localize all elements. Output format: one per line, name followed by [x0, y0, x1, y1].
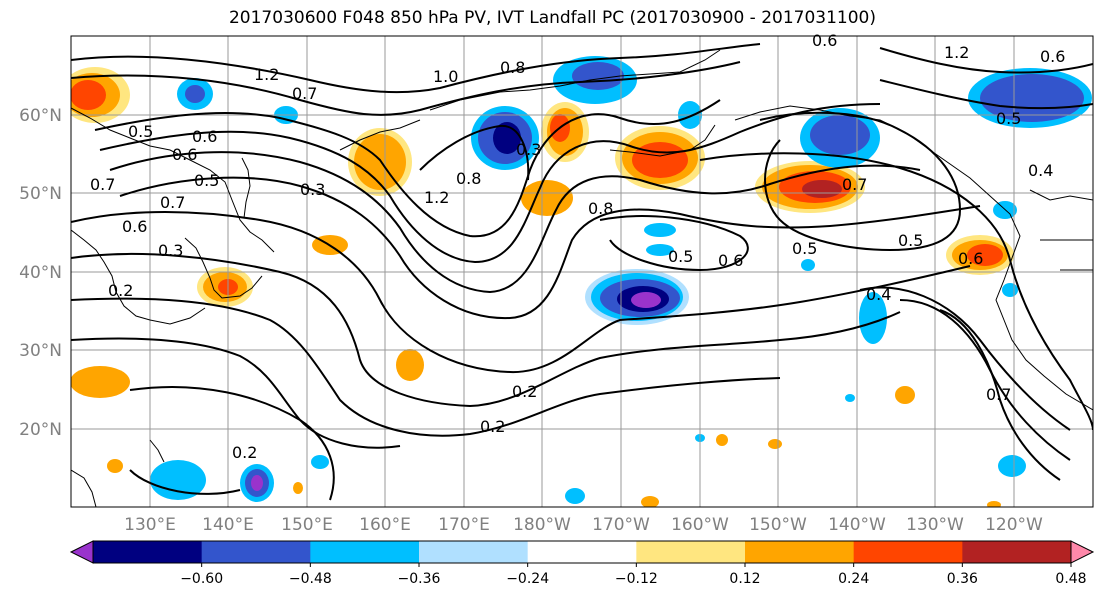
lon-label: 160°W	[671, 515, 729, 535]
colorbar-segments	[69, 540, 1095, 564]
colorbar-segment	[93, 541, 203, 563]
lon-label: 150°E	[281, 515, 333, 535]
lon-label: 130°W	[906, 515, 964, 535]
contour-label: 0.4	[866, 285, 891, 304]
lat-label: 60°N	[19, 106, 62, 126]
map-frame	[70, 35, 1094, 508]
negative-anomaly-blob	[150, 201, 1026, 504]
contour-label: 0.7	[160, 193, 185, 212]
contour-label: 0.5	[128, 122, 153, 141]
contour-label: 0.2	[512, 382, 537, 401]
lat-label: 50°N	[19, 184, 62, 204]
colorbar-tick-labels: −0.60 −0.48 −0.36 −0.24 −0.12 0.12 0.24 0.36 0.4…	[180, 571, 1086, 587]
positive-anomaly-blob	[755, 161, 865, 213]
lon-label: 150°W	[749, 515, 807, 535]
contour-label: 0.7	[90, 175, 115, 194]
negative-anomaly-blob	[585, 269, 689, 325]
positive-anomaly-blob	[946, 235, 1014, 275]
colorbar-segment	[636, 541, 746, 563]
contour-label: 0.6	[812, 31, 837, 50]
longitude-labels: 130°E 140°E 150°E 160°E 170°E 180°W 170°…	[124, 515, 1043, 535]
contour-label: 0.3	[158, 241, 183, 260]
contour-label: 0.8	[456, 169, 481, 188]
contour-label: 0.7	[292, 84, 317, 103]
colorbar-tick-label: −0.48	[289, 571, 332, 587]
map-title: 2017030600 F048 850 hPa PV, IVT Landfall…	[228, 8, 876, 28]
contour-label: 0.5	[792, 239, 817, 258]
lon-label: 140°W	[828, 515, 886, 535]
negative-anomaly-blob	[553, 56, 702, 129]
contour-label: 0.6	[122, 217, 147, 236]
colorbar-segment	[745, 541, 855, 563]
colorbar-segment	[962, 541, 1072, 563]
contour-label: 0.8	[588, 199, 613, 218]
contour-label: 0.8	[500, 58, 525, 77]
contour-label: 0.6	[718, 251, 743, 270]
colorbar-tick-label: −0.36	[398, 571, 441, 587]
colorbar-tick-label: −0.12	[615, 571, 658, 587]
contour-label: 0.3	[300, 180, 325, 199]
contour-label: 0.6	[172, 145, 197, 164]
contour-label: 0.7	[986, 385, 1011, 404]
contour-label: 0.5	[194, 171, 219, 190]
colorbar-segment	[201, 541, 311, 563]
colorbar-tick-label: −0.24	[506, 571, 549, 587]
lon-label: 170°E	[438, 515, 490, 535]
contour-label: 0.7	[842, 175, 867, 194]
contour-label: 0.5	[898, 231, 923, 250]
colorbar-tick-label: −0.60	[180, 571, 223, 587]
positive-anomaly-blob	[521, 180, 573, 216]
lon-label: 140°E	[202, 515, 254, 535]
colorbar-tick-label: 0.12	[729, 571, 760, 587]
lon-label: 170°W	[592, 515, 650, 535]
lat-label: 40°N	[19, 263, 62, 283]
contour-label: 0.6	[958, 249, 983, 268]
latitude-labels: 60°N 50°N 40°N 30°N 20°N	[19, 106, 62, 440]
positive-anomaly-blob	[71, 67, 130, 123]
negative-anomaly-blob	[644, 223, 676, 256]
colorbar-segment	[527, 541, 637, 563]
colorbar-extend-low	[69, 540, 94, 564]
positive-anomaly-blob	[615, 126, 705, 190]
positive-anomaly-blob	[348, 128, 412, 196]
contour-label: 0.2	[232, 443, 257, 462]
negative-anomaly-blob	[471, 106, 539, 170]
colorbar-tick-label: 0.36	[947, 571, 978, 587]
colorbar-tick-label: 0.24	[838, 571, 869, 587]
contour-label: 0.2	[108, 281, 133, 300]
negative-anomaly-blob	[800, 108, 880, 168]
contour-label: 0.6	[1040, 47, 1065, 66]
lon-label: 120°W	[985, 515, 1043, 535]
lat-label: 20°N	[19, 420, 62, 440]
contour-label: 1.0	[433, 67, 458, 86]
contour-label: 0.5	[668, 247, 693, 266]
negative-anomaly-blob	[177, 78, 298, 124]
lon-label: 130°E	[124, 515, 176, 535]
colorbar: −0.60 −0.48 −0.36 −0.24 −0.12 0.12 0.24 0.36 0.4…	[69, 540, 1095, 587]
gridlines	[71, 36, 1093, 507]
contour-label: 0.5	[996, 109, 1021, 128]
colorbar-outline	[92, 540, 1072, 564]
positive-anomaly-blob	[197, 267, 253, 307]
colorbar-tick-label: 0.48	[1055, 571, 1086, 587]
lon-label: 180°W	[513, 515, 571, 535]
contour-label: 0.4	[1028, 161, 1053, 180]
lon-label: 160°E	[359, 515, 411, 535]
contour-label: 1.2	[254, 65, 279, 84]
contour-lines	[71, 43, 1093, 501]
contour-label: 0.6	[192, 127, 217, 146]
colorbar-extend-high	[1070, 540, 1095, 564]
contour-label: 1.2	[424, 188, 449, 207]
contour-label: 0.3	[516, 140, 541, 159]
colorbar-segment	[853, 541, 963, 563]
negative-anomaly-blob	[968, 68, 1092, 128]
colorbar-segment	[310, 541, 420, 563]
contour-label: 1.2	[944, 43, 969, 62]
colorbar-ticks	[201, 563, 1072, 567]
lat-label: 30°N	[19, 341, 62, 361]
contour-label: 0.2	[480, 417, 505, 436]
colorbar-segment	[419, 541, 529, 563]
